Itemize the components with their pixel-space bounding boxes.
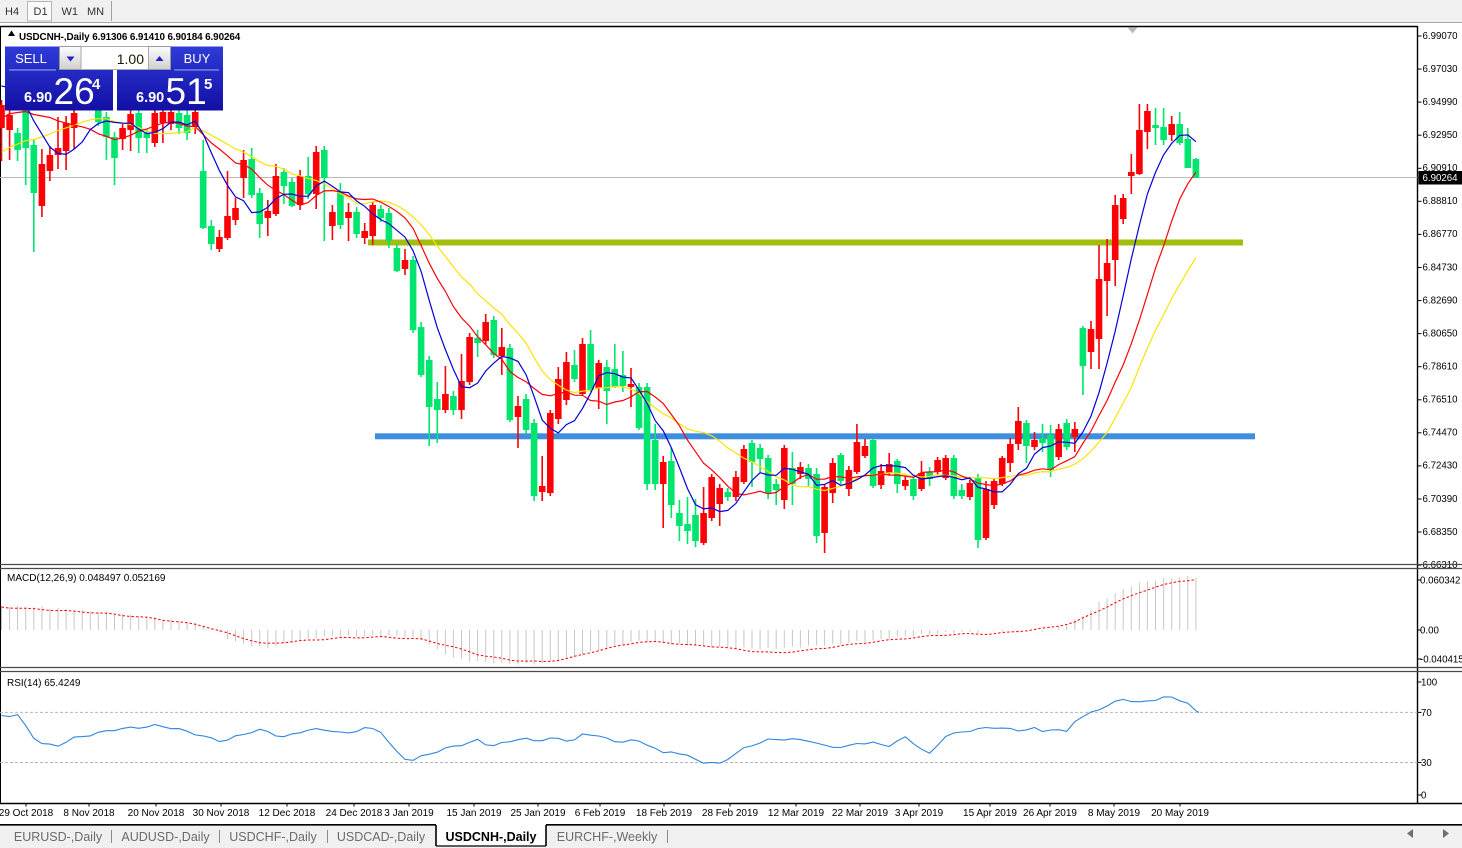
svg-text:6.90910: 6.90910 [1423,163,1459,174]
svg-text:6.99070: 6.99070 [1423,31,1459,42]
svg-text:6.90: 6.90 [24,90,52,106]
svg-text:12 Mar 2019: 12 Mar 2019 [768,808,825,819]
svg-text:6.84730: 6.84730 [1423,262,1459,273]
svg-text:25 Jan 2019: 25 Jan 2019 [510,808,565,819]
svg-text:18 Feb 2019: 18 Feb 2019 [636,808,693,819]
svg-text:6 Feb 2019: 6 Feb 2019 [575,808,626,819]
svg-text:MACD(12,26,9) 0.048497 0.05216: MACD(12,26,9) 0.048497 0.052169 [7,573,166,584]
svg-text:0: 0 [1421,791,1427,802]
svg-text:15 Jan 2019: 15 Jan 2019 [446,808,501,819]
svg-text:3 Apr 2019: 3 Apr 2019 [895,808,944,819]
svg-text:USDCAD-,Daily: USDCAD-,Daily [337,830,426,844]
svg-text:SELL: SELL [15,51,47,66]
svg-text:0.060342: 0.060342 [1420,576,1460,587]
svg-text:26: 26 [54,71,95,112]
svg-text:6.88810: 6.88810 [1423,196,1459,207]
svg-text:8 May 2019: 8 May 2019 [1088,808,1141,819]
svg-text:EURUSD-,Daily: EURUSD-,Daily [14,830,103,844]
svg-text:6.80650: 6.80650 [1423,328,1459,339]
svg-text:6.68350: 6.68350 [1423,527,1459,538]
svg-text:4: 4 [92,76,101,93]
svg-text:8 Nov 2018: 8 Nov 2018 [63,808,115,819]
svg-text:26 Apr 2019: 26 Apr 2019 [1023,808,1077,819]
svg-text:1.00: 1.00 [117,51,144,67]
svg-text:6.70390: 6.70390 [1423,494,1459,505]
svg-text:6.74470: 6.74470 [1423,428,1459,439]
svg-text:15 Apr 2019: 15 Apr 2019 [963,808,1017,819]
svg-text:W1: W1 [62,6,79,18]
svg-text:22 Mar 2019: 22 Mar 2019 [832,808,889,819]
svg-text:20 Nov 2018: 20 Nov 2018 [128,808,185,819]
svg-text:6.78610: 6.78610 [1423,362,1459,373]
svg-text:6.66310: 6.66310 [1423,560,1459,571]
svg-text:H4: H4 [5,6,19,18]
svg-text:BUY: BUY [184,51,211,66]
svg-text:20 May 2019: 20 May 2019 [1151,808,1209,819]
svg-text:RSI(14) 65.4249: RSI(14) 65.4249 [7,678,81,689]
svg-text:EURCHF-,Weekly: EURCHF-,Weekly [557,830,658,844]
svg-text:USDCNH-,Daily 6.91306 6.91410: USDCNH-,Daily 6.91306 6.91410 6.90184 6.… [19,32,241,43]
svg-text:6.90264: 6.90264 [1423,173,1459,184]
svg-text:USDCHF-,Daily: USDCHF-,Daily [229,830,317,844]
svg-text:0.00: 0.00 [1420,626,1439,637]
svg-text:6.82690: 6.82690 [1423,295,1459,306]
svg-text:USDCNH-,Daily: USDCNH-,Daily [446,830,537,844]
svg-text:24 Dec 2018: 24 Dec 2018 [326,808,383,819]
svg-text:6.92950: 6.92950 [1423,130,1459,141]
svg-text:12 Dec 2018: 12 Dec 2018 [259,808,316,819]
svg-text:28 Feb 2019: 28 Feb 2019 [702,808,759,819]
svg-text:6.94990: 6.94990 [1423,97,1459,108]
svg-text:AUDUSD-,Daily: AUDUSD-,Daily [121,830,210,844]
svg-text:6.72430: 6.72430 [1423,461,1459,472]
svg-text:6.86770: 6.86770 [1423,229,1459,240]
svg-text:70: 70 [1421,708,1432,719]
svg-text:6.97030: 6.97030 [1423,64,1459,75]
svg-text:-0.040415: -0.040415 [1420,655,1462,666]
svg-text:30: 30 [1421,758,1432,769]
svg-text:51: 51 [166,71,207,112]
svg-text:6.76510: 6.76510 [1423,395,1459,406]
svg-text:3 Jan 2019: 3 Jan 2019 [384,808,434,819]
svg-text:MN: MN [87,6,104,18]
svg-text:29 Oct 2018: 29 Oct 2018 [0,808,54,819]
svg-text:5: 5 [204,76,212,93]
svg-text:30 Nov 2018: 30 Nov 2018 [193,808,250,819]
svg-text:D1: D1 [34,6,48,18]
svg-text:100: 100 [1421,678,1438,689]
svg-text:6.90: 6.90 [136,90,164,106]
